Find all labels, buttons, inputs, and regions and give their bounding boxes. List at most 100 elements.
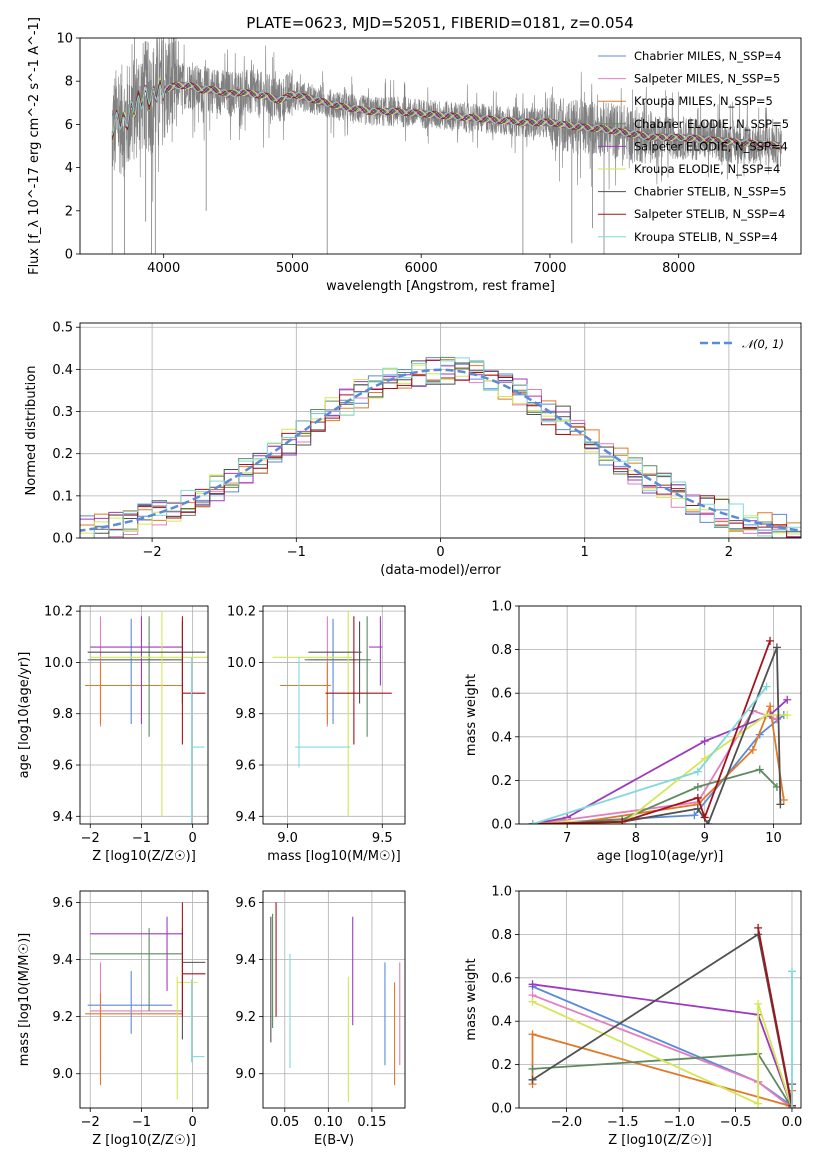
x-tick-label: 0 <box>436 545 444 560</box>
x-axis-label: (data-model)/error <box>380 563 501 578</box>
weight-marker <box>618 817 627 824</box>
weight-marker <box>748 745 757 754</box>
normal-reference-curve <box>80 368 801 532</box>
x-tick-label: 10 <box>765 831 782 846</box>
y-tick-label: 9.8 <box>52 707 73 722</box>
x-tick-label: 0 <box>188 1115 196 1130</box>
y-tick-label: 2 <box>65 204 73 219</box>
weight-marker <box>787 1104 796 1108</box>
plot-area <box>111 38 782 254</box>
weight-marker <box>704 820 713 824</box>
weight-marker <box>700 813 709 822</box>
y-tick-label: 9.0 <box>52 1067 73 1082</box>
weight-marker <box>528 820 537 824</box>
legend-entry: Chabrier STELIB, N_SSP=5 <box>634 185 786 199</box>
x-tick-label: 7 <box>563 831 571 846</box>
weight-marker <box>783 711 792 719</box>
y-tick-label: 9.6 <box>235 896 256 911</box>
y-tick-label: 0.4 <box>491 1015 512 1030</box>
weight-line-2 <box>532 702 785 824</box>
y-tick-label: 9.6 <box>52 759 73 774</box>
plot-area <box>528 923 796 1108</box>
histogram-8 <box>80 357 801 538</box>
weight-marker <box>766 636 775 645</box>
x-tick-label: 0.0 <box>782 1115 803 1130</box>
x-tick-label: −1.5 <box>607 1115 639 1130</box>
x-tick-label: −2.0 <box>551 1115 583 1130</box>
weight-marker <box>528 1075 537 1084</box>
model-line-8 <box>111 81 782 149</box>
y-tick-label: 0.1 <box>52 489 73 504</box>
plot-area <box>85 611 208 824</box>
x-tick-label: −1 <box>287 545 306 560</box>
weight-marker <box>754 1099 763 1108</box>
y-tick-label: 0.3 <box>52 405 73 420</box>
weight-line-5 <box>532 1000 793 1108</box>
y-tick-label: 0.2 <box>52 447 73 462</box>
axes-frame <box>262 605 406 825</box>
weight-marker <box>776 800 785 809</box>
x-tick-label: −0.5 <box>720 1115 752 1130</box>
legend-entry: Chabrier MILES, N_SSP=4 <box>634 49 781 63</box>
panel-3: 9.0 9.5 9.4 9.6 9.8 10.0 10.2 mass [log10(M/M☉)… <box>227 605 406 864</box>
plot-area <box>85 902 206 1100</box>
weight-line-7 <box>532 640 771 824</box>
weight-marker <box>787 967 796 976</box>
y-tick-label: 9.6 <box>235 759 256 774</box>
y-tick-label: 1.0 <box>491 600 512 615</box>
y-tick-label: 0.4 <box>52 363 73 378</box>
legend-entry: Salpeter STELIB, N_SSP=4 <box>634 207 785 221</box>
legend-entry: Kroupa MILES, N_SSP=5 <box>634 94 773 108</box>
y-tick-label: 9.2 <box>235 1010 256 1025</box>
axes-frame <box>518 605 802 825</box>
weight-marker <box>693 793 702 802</box>
legend-entry: Chabrier ELODIE, N_SSP=5 <box>634 117 789 131</box>
y-tick-label: 0.0 <box>491 1102 512 1117</box>
y-tick-label: 0.6 <box>491 971 512 986</box>
weight-line-0 <box>532 985 793 1107</box>
x-tick-label: 2 <box>725 545 733 560</box>
y-tick-label: 9.4 <box>52 810 73 825</box>
axes-frame <box>79 37 802 255</box>
x-tick-label: −2 <box>81 831 100 846</box>
axes-frame <box>79 322 802 539</box>
x-axis-label: mass [log10(M/M☉)] <box>267 849 400 864</box>
x-tick-label: 0.15 <box>357 1115 386 1130</box>
model-line-7 <box>111 82 782 150</box>
axes-frame <box>262 890 406 1109</box>
weight-marker <box>528 997 537 1006</box>
x-tick-label: 4000 <box>147 261 180 276</box>
x-tick-label: 9.0 <box>277 831 298 846</box>
x-tick-label: 9 <box>701 831 709 846</box>
weight-marker <box>700 737 709 746</box>
y-axis-label: age [log10(age/yr)] <box>17 652 32 779</box>
x-tick-label: 7000 <box>533 261 566 276</box>
y-tick-label: 10.0 <box>227 656 256 671</box>
y-tick-label: 0.8 <box>491 643 512 658</box>
y-tick-label: 0.0 <box>52 532 73 547</box>
y-tick-label: 0.2 <box>491 1058 512 1073</box>
weight-marker <box>772 715 781 724</box>
plot-area <box>270 902 401 1103</box>
weight-line-8 <box>532 686 768 824</box>
y-tick-label: 9.2 <box>52 1010 73 1025</box>
weight-marker <box>528 1064 537 1073</box>
x-tick-label: 0.10 <box>314 1115 343 1130</box>
panel-1: −2 −1 0 1 2 0.0 0.1 0.2 0.3 0.4 0.5 (data-model)/er… <box>24 321 802 578</box>
panel-5: −2 −1 0 9.0 9.2 9.4 9.6 Z [log10(Z/Z☉)] mass [lo… <box>17 890 209 1148</box>
x-tick-label: 0.05 <box>270 1115 299 1130</box>
legend-entry: Kroupa ELODIE, N_SSP=4 <box>634 162 780 176</box>
y-tick-label: 10.0 <box>44 656 73 671</box>
x-tick-label: −2 <box>143 545 162 560</box>
weight-marker <box>754 999 763 1008</box>
figure-title: PLATE=0623, MJD=52051, FIBERID=0181, z=0… <box>246 14 633 32</box>
x-axis-label: Z [log10(Z/Z☉)] <box>92 849 196 864</box>
y-tick-label: 9.6 <box>52 896 73 911</box>
x-axis-label: age [log10(age/yr)] <box>597 849 724 864</box>
weight-line-7 <box>757 927 793 1106</box>
y-tick-label: 9.4 <box>235 810 256 825</box>
x-tick-label: −2 <box>81 1115 100 1130</box>
panel-0: 4000 5000 6000 7000 8000 0 2 4 6 8 10 wavelength [A… <box>27 17 802 294</box>
y-tick-label: 9.4 <box>235 953 256 968</box>
